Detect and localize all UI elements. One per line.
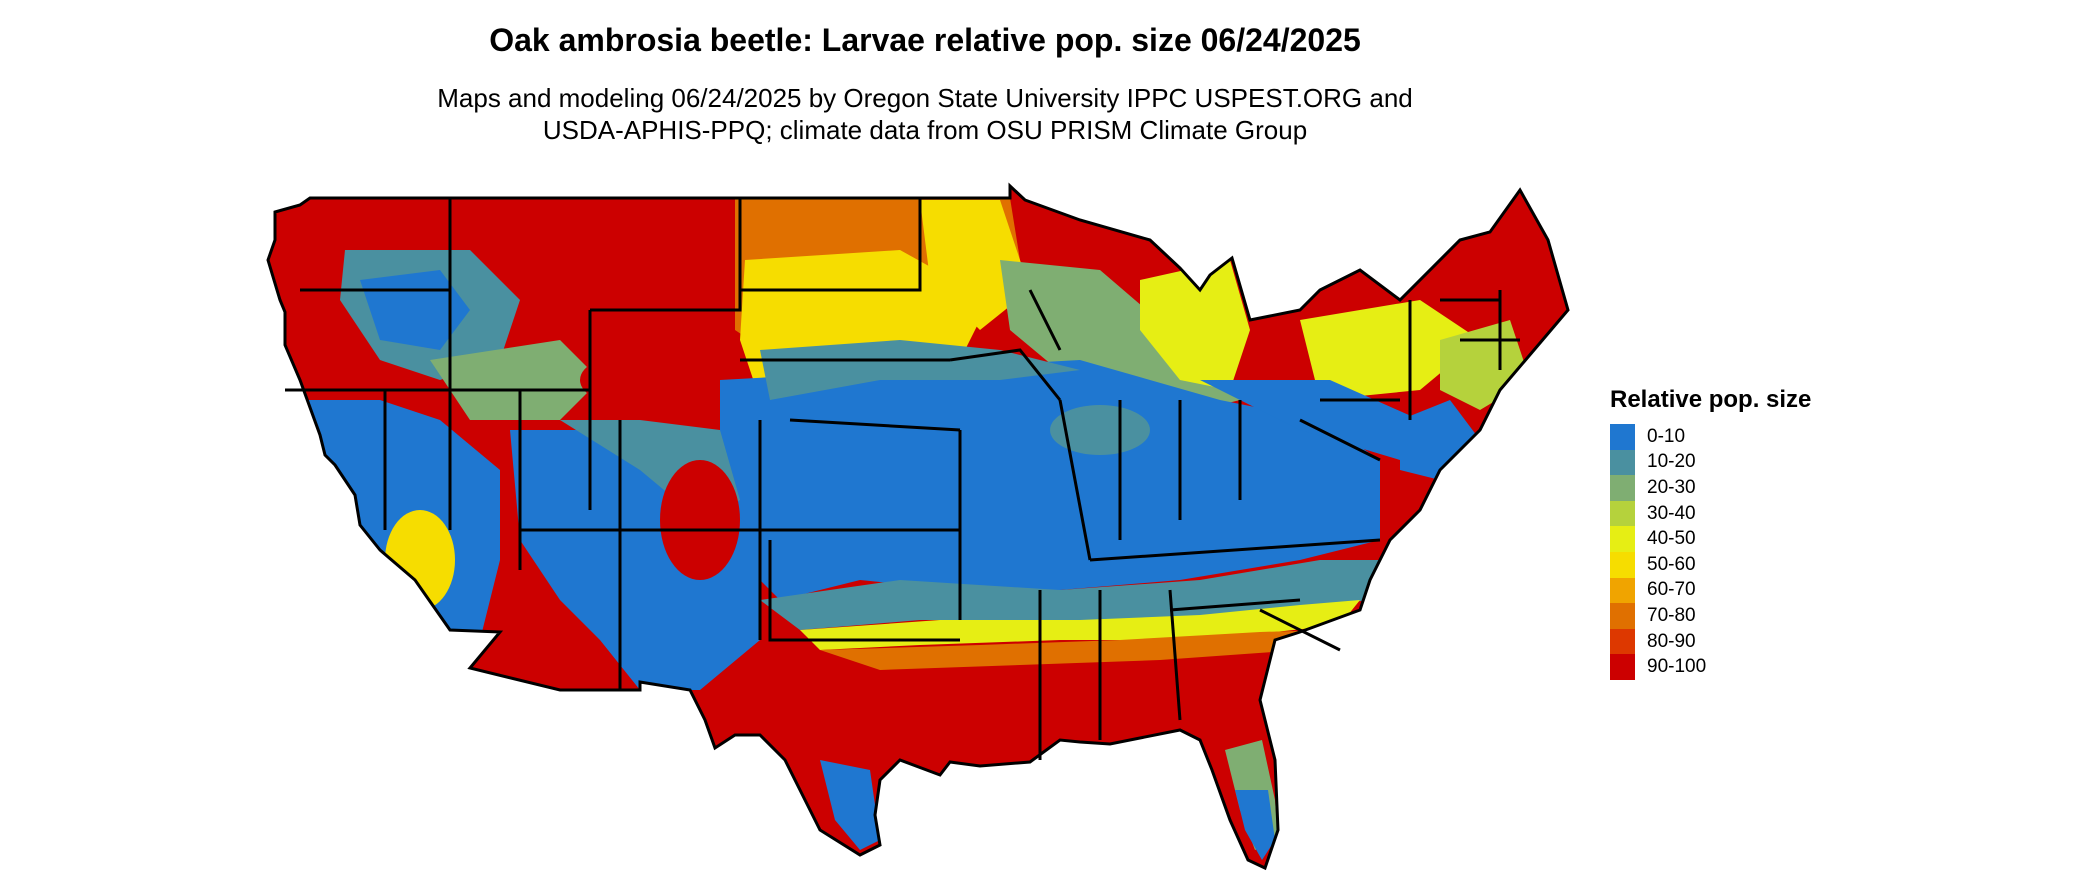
legend-item: 40-50 — [1610, 526, 1811, 552]
state-border — [789, 418, 961, 432]
legend-label: 30-40 — [1647, 502, 1696, 524]
legend-swatch — [1610, 500, 1635, 527]
state-border — [1058, 399, 1092, 561]
legend-rows: 0-10 10-20 20-30 30-40 40-50 50-60 60-70 70-80 8… — [1610, 424, 1811, 680]
legend-item: 20-30 — [1610, 475, 1811, 501]
legend-swatch — [1610, 475, 1635, 501]
legend-swatch — [1610, 449, 1635, 476]
legend-item: 50-60 — [1610, 551, 1811, 578]
legend-item: 30-40 — [1610, 500, 1811, 527]
zone-90-100-patch — [580, 352, 700, 408]
subtitle-line-1: Maps and modeling 06/24/2025 by Oregon S… — [437, 83, 1413, 113]
legend-label: 70-80 — [1647, 604, 1696, 626]
zone-70-80-south — [820, 630, 1330, 670]
legend-item: 10-20 — [1610, 449, 1811, 476]
state-border — [1169, 598, 1301, 612]
legend-swatch — [1610, 628, 1635, 655]
zone-0-10-tx — [820, 760, 880, 850]
state-border — [1259, 608, 1341, 652]
legend-label: 0-10 — [1647, 425, 1686, 447]
legend-label: 80-90 — [1647, 630, 1696, 652]
legend-item: 80-90 — [1610, 628, 1811, 655]
zone-10-20 — [760, 340, 1080, 400]
zone-50-60-nv — [385, 510, 455, 610]
legend-label: 60-70 — [1647, 579, 1696, 601]
map-subtitle: Maps and modeling 06/24/2025 by Oregon S… — [0, 82, 1850, 146]
zone-0-10-fl — [1235, 790, 1275, 860]
map-legend: Relative pop. size 0-10 10-20 20-30 30-40 40… — [1610, 386, 1811, 680]
zone-0-10 — [720, 360, 1380, 600]
state-border — [1089, 538, 1381, 562]
legend-label: 10-20 — [1647, 451, 1696, 473]
state-border — [740, 198, 922, 292]
zone-90-100-rockies — [660, 460, 740, 580]
legend-swatch — [1610, 424, 1635, 450]
zone-20-30-west — [430, 340, 600, 420]
zone-10-20-patch — [1050, 405, 1150, 455]
legend-label: 50-60 — [1647, 553, 1696, 575]
legend-swatch — [1610, 577, 1635, 604]
legend-title: Relative pop. size — [1610, 386, 1812, 413]
legend-item: 70-80 — [1610, 603, 1811, 629]
zone-40-50-mi — [1140, 260, 1250, 390]
subtitle-line-2: USDA-APHIS-PPQ; climate data from OSU PR… — [542, 115, 1308, 145]
legend-label: 90-100 — [1647, 656, 1707, 678]
legend-item: 60-70 — [1610, 577, 1811, 604]
legend-item: 0-10 — [1610, 424, 1811, 450]
zone-40-50-ny — [1300, 300, 1480, 400]
legend-item: 90-100 — [1610, 654, 1811, 680]
legend-swatch — [1610, 526, 1635, 552]
state-border — [1299, 418, 1381, 462]
state-border — [1168, 589, 1182, 721]
state-border — [949, 348, 1062, 401]
map-title: Oak ambrosia beetle: Larvae relative pop… — [489, 22, 1361, 58]
state-border — [590, 198, 742, 312]
legend-swatch — [1610, 654, 1635, 680]
legend-swatch — [1610, 603, 1635, 629]
legend-label: 40-50 — [1647, 528, 1696, 550]
state-border — [1028, 289, 1062, 351]
zone-50-60-nd — [920, 200, 1030, 330]
legend-swatch — [1610, 551, 1635, 578]
legend-label: 20-30 — [1647, 476, 1696, 498]
state-border — [768, 540, 960, 642]
state-borders — [266, 184, 1570, 870]
